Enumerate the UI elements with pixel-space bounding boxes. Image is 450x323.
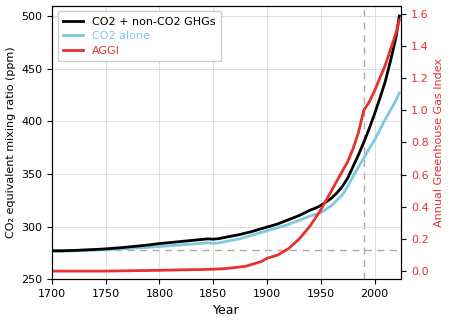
X-axis label: Year: Year: [213, 305, 240, 318]
Y-axis label: CO₂ equivalent mixing ratio (ppm): CO₂ equivalent mixing ratio (ppm): [5, 47, 16, 238]
Y-axis label: Annual Greenhouse Gas Index: Annual Greenhouse Gas Index: [434, 58, 445, 227]
Legend: CO2 + non-CO2 GHGs, CO2 alone, AGGI: CO2 + non-CO2 GHGs, CO2 alone, AGGI: [58, 11, 221, 61]
